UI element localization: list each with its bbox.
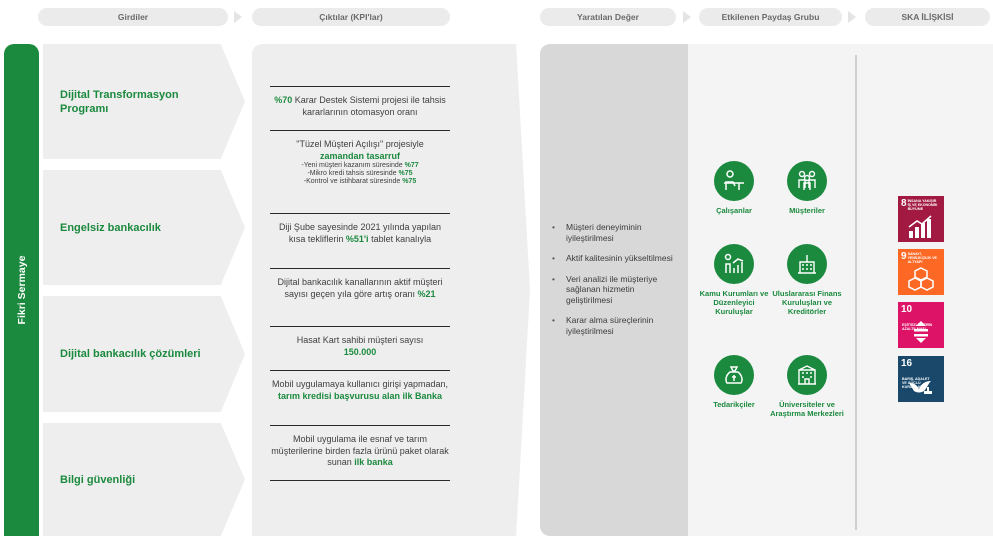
stakeholder-customers: Müşteriler xyxy=(767,161,847,215)
input-label: Bilgi güvenliği xyxy=(60,473,136,486)
university-icon xyxy=(787,355,827,395)
header-arrow-icon xyxy=(683,11,691,23)
kpi-item: Dijital bankacılık kanallarının aktif mü… xyxy=(270,268,450,300)
capital-label: Fikri Sermaye xyxy=(15,255,28,325)
stakeholder-label: Uluslararası Finans Kuruluşları ve Kredi… xyxy=(772,289,842,316)
kpi-subtext: -Mikro kredi tahsis süresinde xyxy=(307,170,399,177)
sdg-tile-16: 16BARIŞ, ADALET VE GÜÇLÜ KURUMLAR xyxy=(898,356,944,402)
kpi-item: Hasat Kart sahibi müşteri sayısı 150.000 xyxy=(270,326,450,358)
kpi-item: Mobil uygulama ile esnaf ve tarım müşter… xyxy=(270,425,450,469)
kpi-highlight: 150.000 xyxy=(343,346,377,357)
input-block: Dijital bankacılık çözümleri xyxy=(43,296,245,412)
public-chart-icon xyxy=(714,244,754,284)
header-stakeholders-label: Etkilenen Paydaş Grubu xyxy=(721,12,820,22)
employee-desk-icon xyxy=(714,161,754,201)
kpi-text: Karar Destek Sistemi projesi ile tahsis … xyxy=(292,95,446,117)
growth-chart-icon xyxy=(908,215,932,238)
kpi-subtext: -Yeni müşteri kazanım süresinde xyxy=(301,162,405,169)
header-value: Yaratılan Değer xyxy=(540,8,676,26)
sdg-number: 8 xyxy=(901,198,907,209)
kpi-text: Mobil uygulamaya kullanıcı girişi yapmad… xyxy=(271,379,449,389)
kpi-subhighlight: %75 xyxy=(402,178,417,185)
input-block: Engelsiz bankacılık xyxy=(43,170,245,285)
header-outputs-label: Çıktılar (KPI'lar) xyxy=(319,12,383,22)
header-outputs: Çıktılar (KPI'lar) xyxy=(252,8,450,26)
stakeholder-public: Kamu Kurumları ve Düzenleyici Kuruluşlar xyxy=(694,244,774,316)
kpi-item: "Tüzel Müşteri Açılışı" projesiyle zaman… xyxy=(270,130,450,186)
kpi-panel xyxy=(252,44,530,536)
sdg-tile-8: 8İNSANA YAKIŞIR İŞ VE EKONOMİK BÜYÜME xyxy=(898,196,944,242)
list-item: Veri analizi ile müşteriye sağlanan hizm… xyxy=(552,274,680,306)
list-item: Karar alma süreçlerinin iyileştirilmesi xyxy=(552,315,680,336)
stakeholder-finance: Uluslararası Finans Kuruluşları ve Kredi… xyxy=(767,244,847,316)
stakeholder-label: Kamu Kurumları ve Düzenleyici Kuruluşlar xyxy=(699,289,769,316)
sdg-tile-10: 10EŞİTSİZLİKLERİN AZALTILMASI xyxy=(898,302,944,348)
customers-group-icon xyxy=(787,161,827,201)
header-arrow-icon xyxy=(848,11,856,23)
list-item: Aktif kalitesinin yükseltilmesi xyxy=(552,253,680,264)
kpi-text: Hasat Kart sahibi müşteri sayısı xyxy=(296,335,424,345)
capital-bar: Fikri Sermaye xyxy=(4,44,39,536)
value-list: Müşteri deneyiminin iyileştirilmesi Akti… xyxy=(552,222,680,346)
stakeholder-universities: Üniversiteler ve Araştırma Merkezleri xyxy=(767,355,847,418)
sdg-title: İNSANA YAKIŞIR İŞ VE EKONOMİK BÜYÜME xyxy=(907,199,938,211)
input-label: Dijital Transformasyon Programı xyxy=(60,88,179,115)
kpi-highlight: %51'i xyxy=(345,233,369,244)
kpi-subitem: -Mikro kredi tahsis süresinde %75 xyxy=(270,170,450,178)
kpi-item: %70 Karar Destek Sistemi projesi ile tah… xyxy=(270,86,450,118)
header-stakeholders: Etkilenen Paydaş Grubu xyxy=(699,8,842,26)
header-arrow-icon xyxy=(234,11,242,23)
input-block: Dijital Transformasyon Programı xyxy=(43,44,245,159)
header-sdg-label: SKA İLİŞKİSİ xyxy=(901,12,954,22)
money-bag-icon xyxy=(714,355,754,395)
stakeholder-label: Tedarikçiler xyxy=(713,400,755,409)
stakeholder-label: Üniversiteler ve Araştırma Merkezleri xyxy=(770,400,844,418)
kpi-item: Diji Şube sayesinde 2021 yılında yapılan… xyxy=(270,213,450,245)
input-label: Dijital bankacılık çözümleri xyxy=(60,348,201,360)
kpi-subitem: -Yeni müşteri kazanım süresinde %77 xyxy=(270,162,450,170)
kpi-highlight: zamandan tasarruf xyxy=(319,150,401,161)
divider xyxy=(855,55,857,530)
kpi-text: tablet kanalıyla xyxy=(368,233,432,244)
kpi-subtext: -Kontrol ve istihbarat süresinde xyxy=(303,178,403,185)
stakeholder-label: Müşteriler xyxy=(789,206,825,215)
header-value-label: Yaratılan Değer xyxy=(577,12,639,22)
cubes-icon xyxy=(908,267,934,291)
sdg-number: 9 xyxy=(901,251,907,262)
kpi-divider xyxy=(270,480,450,481)
header-inputs: Girdiler xyxy=(38,8,228,26)
input-label: Engelsiz bankacılık xyxy=(60,221,161,234)
header-sdg: SKA İLİŞKİSİ xyxy=(865,8,990,26)
dove-gavel-icon xyxy=(909,381,932,394)
sdg-tile-9: 9SANAYİ, YENİLİKÇİLİK VE ALTYAPI xyxy=(898,249,944,295)
sdg-number: 10 xyxy=(901,304,913,315)
bank-building-icon xyxy=(787,244,827,284)
stakeholder-suppliers: Tedarikçiler xyxy=(694,355,774,409)
kpi-text: "Tüzel Müşteri Açılışı" projesiyle xyxy=(296,139,424,149)
kpi-subhighlight: %75 xyxy=(398,170,413,177)
kpi-highlight: ilk banka xyxy=(354,457,393,467)
stakeholder-label: Çalışanlar xyxy=(716,206,752,215)
kpi-highlight: tarım kredisi başvurusu alan ilk Banka xyxy=(277,390,443,401)
kpi-text: Dijital bankacılık kanallarının aktif mü… xyxy=(277,277,443,299)
kpi-subhighlight: %77 xyxy=(404,162,419,169)
sdg-number: 16 xyxy=(901,358,913,369)
kpi-highlight: %21 xyxy=(417,288,436,299)
header-inputs-label: Girdiler xyxy=(117,12,149,22)
equality-icon xyxy=(914,321,928,343)
stakeholder-employees: Çalışanlar xyxy=(694,161,774,215)
kpi-item: Mobil uygulamaya kullanıcı girişi yapmad… xyxy=(270,370,450,402)
input-block: Bilgi güvenliği xyxy=(43,423,245,536)
sdg-title: SANAYİ, YENİLİKÇİLİK VE ALTYAPI xyxy=(907,252,937,264)
kpi-text: Diji Şube sayesinde 2021 yılında yapılan… xyxy=(278,222,442,244)
list-item: Müşteri deneyiminin iyileştirilmesi xyxy=(552,222,680,243)
kpi-subitem: -Kontrol ve istihbarat süresinde %75 xyxy=(270,178,450,186)
kpi-text: Mobil uygulama ile esnaf ve tarım müşter… xyxy=(271,434,449,467)
kpi-highlight: %70 xyxy=(274,95,293,105)
